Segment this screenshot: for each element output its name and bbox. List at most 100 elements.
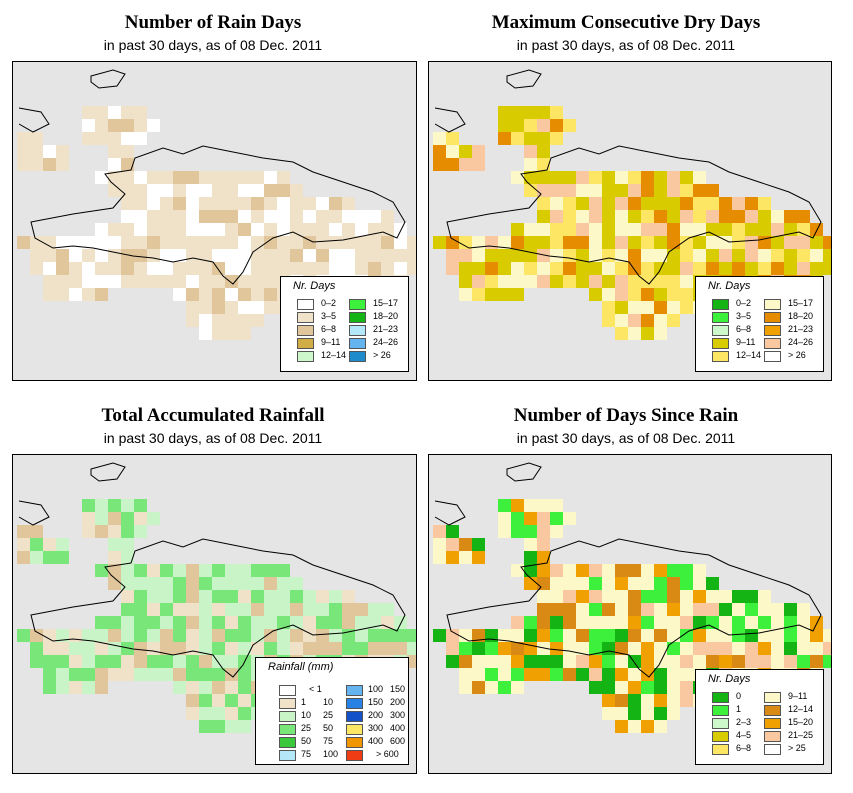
grid-cell <box>667 197 680 210</box>
grid-cell <box>693 236 706 249</box>
grid-cell <box>186 629 199 642</box>
grid-cell <box>745 210 758 223</box>
grid-cell <box>173 616 186 629</box>
grid-cell <box>667 603 680 616</box>
grid-cell <box>355 249 368 262</box>
grid-cell <box>160 184 173 197</box>
grid-cell <box>680 564 693 577</box>
grid-cell <box>147 603 160 616</box>
grid-cell <box>17 629 30 642</box>
panel-3-subtitle: in past 30 days, as of 08 Dec. 2011 <box>103 430 323 446</box>
grid-cell <box>706 249 719 262</box>
grid-cell <box>797 210 810 223</box>
legend-swatch <box>712 692 729 703</box>
grid-cell <box>251 223 264 236</box>
grid-cell <box>654 197 667 210</box>
grid-cell <box>641 275 654 288</box>
grid-cell <box>511 655 524 668</box>
grid-cell <box>524 275 537 288</box>
grid-cell <box>459 642 472 655</box>
grid-cell <box>797 603 810 616</box>
grid-cell <box>329 223 342 236</box>
grid-cell <box>511 262 524 275</box>
grid-cell <box>511 236 524 249</box>
grid-cell <box>550 616 563 629</box>
grid-cell <box>615 210 628 223</box>
grid-cell <box>238 616 251 629</box>
grid-cell <box>95 171 108 184</box>
grid-cell <box>537 171 550 184</box>
grid-cell <box>628 642 641 655</box>
grid-cell <box>472 288 485 301</box>
grid-cell <box>563 512 576 525</box>
grid-cell <box>589 288 602 301</box>
island-outline <box>18 462 126 526</box>
grid-cell <box>277 223 290 236</box>
grid-cell <box>56 288 69 301</box>
legend-label: > 25 <box>788 743 806 753</box>
grid-cell <box>160 236 173 249</box>
grid-cell <box>602 603 615 616</box>
grid-cell <box>615 288 628 301</box>
grid-cell <box>134 499 147 512</box>
grid-cell <box>30 236 43 249</box>
grid-cell <box>615 590 628 603</box>
grid-cell <box>121 603 134 616</box>
grid-cell <box>173 590 186 603</box>
grid-cell <box>758 223 771 236</box>
legend-swatch <box>349 299 366 310</box>
grid-cell <box>290 590 303 603</box>
grid-cell <box>563 275 576 288</box>
grid-cell <box>82 106 95 119</box>
grid-cell <box>537 145 550 158</box>
grid-cell <box>199 629 212 642</box>
grid-cell <box>641 707 654 720</box>
grid-cell <box>706 223 719 236</box>
legend-label: 24–26 <box>788 337 814 347</box>
grid-cell <box>95 668 108 681</box>
grid-cell <box>680 197 693 210</box>
grid-cell <box>654 694 667 707</box>
legend-swatch <box>279 711 296 722</box>
grid-cell <box>524 249 537 262</box>
legend-label: 4–5 <box>736 730 752 740</box>
grid-cell <box>641 184 654 197</box>
grid-cell <box>667 210 680 223</box>
grid-cell <box>134 119 147 132</box>
grid-cell <box>615 262 628 275</box>
legend-swatch <box>349 338 366 349</box>
grid-cell <box>43 538 56 551</box>
grid-cell <box>732 236 745 249</box>
grid-cell <box>407 655 416 668</box>
grid-cell <box>524 525 537 538</box>
grid-cell <box>589 249 602 262</box>
grid-cell <box>706 210 719 223</box>
grid-cell <box>264 236 277 249</box>
grid-cell <box>823 629 831 642</box>
grid-cell <box>433 236 446 249</box>
grid-cell <box>121 525 134 538</box>
grid-cell <box>498 262 511 275</box>
grid-cell <box>212 288 225 301</box>
grid-cell <box>251 629 264 642</box>
grid-cell <box>550 564 563 577</box>
legend-swatch <box>346 711 363 722</box>
grid-cell <box>199 275 212 288</box>
grid-cell <box>264 603 277 616</box>
grid-cell <box>524 171 537 184</box>
grid-cell <box>147 171 160 184</box>
grid-cell <box>563 249 576 262</box>
grid-cell <box>108 223 121 236</box>
grid-cell <box>615 616 628 629</box>
grid-cell <box>69 275 82 288</box>
grid-cell <box>654 288 667 301</box>
grid-cell <box>524 158 537 171</box>
grid-cell <box>706 629 719 642</box>
grid-cell <box>303 249 316 262</box>
grid-cell <box>381 262 394 275</box>
panel-2-title: Maximum Consecutive Dry Days <box>491 12 761 33</box>
grid-cell <box>511 642 524 655</box>
grid-cell <box>30 158 43 171</box>
grid-cell <box>719 629 732 642</box>
grid-cell <box>303 236 316 249</box>
